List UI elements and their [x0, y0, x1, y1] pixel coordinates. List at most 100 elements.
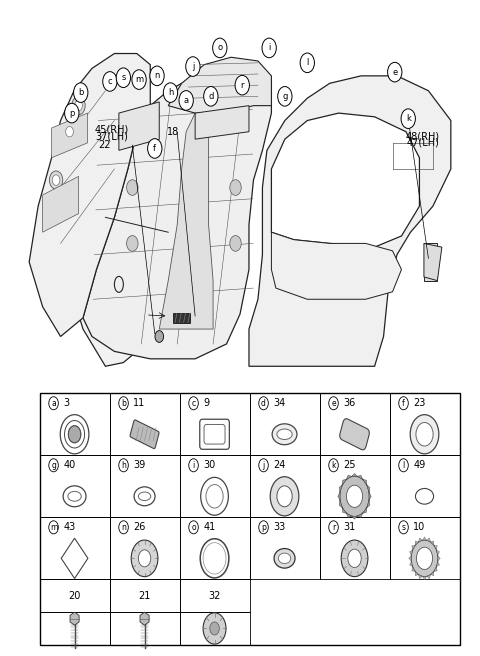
- Polygon shape: [338, 492, 340, 501]
- Circle shape: [417, 547, 432, 569]
- Polygon shape: [415, 571, 419, 576]
- Circle shape: [119, 521, 128, 534]
- Circle shape: [210, 622, 219, 635]
- Circle shape: [329, 521, 338, 534]
- Polygon shape: [419, 538, 422, 542]
- Polygon shape: [195, 106, 249, 139]
- Circle shape: [203, 543, 226, 574]
- Polygon shape: [409, 562, 413, 567]
- Circle shape: [399, 459, 408, 472]
- Bar: [320, 455, 390, 518]
- Circle shape: [127, 236, 138, 251]
- Bar: [173, 313, 190, 323]
- Text: 32: 32: [208, 591, 221, 601]
- Text: 37(LH): 37(LH): [96, 131, 129, 141]
- Text: 9: 9: [204, 398, 209, 408]
- Polygon shape: [271, 232, 401, 299]
- Text: 25: 25: [343, 461, 356, 470]
- Circle shape: [230, 180, 241, 195]
- Polygon shape: [168, 57, 271, 113]
- Text: 21: 21: [138, 591, 151, 601]
- Circle shape: [103, 72, 117, 91]
- Circle shape: [150, 66, 164, 86]
- Text: 49: 49: [413, 461, 426, 470]
- Polygon shape: [427, 538, 431, 542]
- Text: 48(RH): 48(RH): [406, 131, 440, 141]
- Ellipse shape: [63, 486, 86, 506]
- Circle shape: [68, 426, 81, 443]
- Text: j: j: [263, 461, 264, 470]
- Ellipse shape: [278, 553, 291, 564]
- Text: d: d: [208, 92, 214, 101]
- Polygon shape: [431, 541, 434, 545]
- Polygon shape: [159, 113, 213, 329]
- Text: e: e: [331, 399, 336, 408]
- Text: f: f: [402, 399, 405, 408]
- Polygon shape: [409, 556, 411, 561]
- Polygon shape: [363, 480, 367, 485]
- Polygon shape: [422, 537, 427, 541]
- Text: 10: 10: [413, 522, 426, 532]
- Circle shape: [278, 87, 292, 106]
- Text: g: g: [51, 461, 56, 470]
- Text: 3: 3: [63, 398, 70, 408]
- Text: o: o: [191, 523, 196, 532]
- Polygon shape: [70, 210, 168, 366]
- Bar: [109, 518, 180, 579]
- Text: h: h: [121, 461, 126, 470]
- Polygon shape: [29, 54, 150, 337]
- Polygon shape: [342, 508, 347, 513]
- Circle shape: [201, 478, 228, 515]
- Text: h: h: [168, 88, 173, 97]
- Bar: [250, 455, 320, 518]
- Circle shape: [49, 397, 59, 410]
- Text: r: r: [332, 523, 335, 532]
- Polygon shape: [358, 475, 363, 480]
- Circle shape: [200, 539, 229, 578]
- Circle shape: [131, 540, 158, 577]
- Bar: [39, 394, 109, 455]
- Bar: [39, 579, 109, 612]
- Text: n: n: [121, 523, 126, 532]
- Circle shape: [399, 397, 408, 410]
- Circle shape: [329, 397, 338, 410]
- Polygon shape: [346, 475, 352, 480]
- Bar: [180, 518, 250, 579]
- Bar: [250, 518, 320, 579]
- Circle shape: [138, 550, 151, 567]
- Text: 34: 34: [273, 398, 286, 408]
- FancyBboxPatch shape: [130, 420, 159, 449]
- Ellipse shape: [134, 487, 155, 506]
- Text: d: d: [261, 399, 266, 408]
- Circle shape: [204, 87, 218, 106]
- Text: 20: 20: [68, 591, 81, 601]
- Text: g: g: [282, 92, 288, 101]
- Text: c: c: [192, 399, 196, 408]
- Polygon shape: [438, 556, 440, 561]
- Circle shape: [341, 540, 368, 577]
- Circle shape: [189, 459, 198, 472]
- Text: 41: 41: [204, 522, 216, 532]
- Polygon shape: [363, 508, 367, 513]
- Circle shape: [73, 83, 88, 102]
- Bar: [390, 518, 459, 579]
- Text: 36: 36: [343, 398, 356, 408]
- Ellipse shape: [277, 429, 292, 440]
- Bar: [39, 455, 109, 518]
- Circle shape: [163, 83, 178, 102]
- Text: l: l: [306, 58, 309, 68]
- Polygon shape: [412, 567, 415, 571]
- Polygon shape: [436, 550, 440, 556]
- Text: 40: 40: [63, 461, 76, 470]
- Circle shape: [347, 485, 363, 507]
- Polygon shape: [434, 546, 437, 550]
- Polygon shape: [346, 513, 352, 518]
- Ellipse shape: [138, 492, 151, 501]
- Circle shape: [348, 549, 361, 567]
- Polygon shape: [61, 538, 88, 579]
- Bar: [39, 612, 109, 645]
- Text: 11: 11: [133, 398, 145, 408]
- Text: 22: 22: [98, 140, 111, 150]
- Circle shape: [262, 38, 276, 58]
- Text: i: i: [192, 461, 195, 470]
